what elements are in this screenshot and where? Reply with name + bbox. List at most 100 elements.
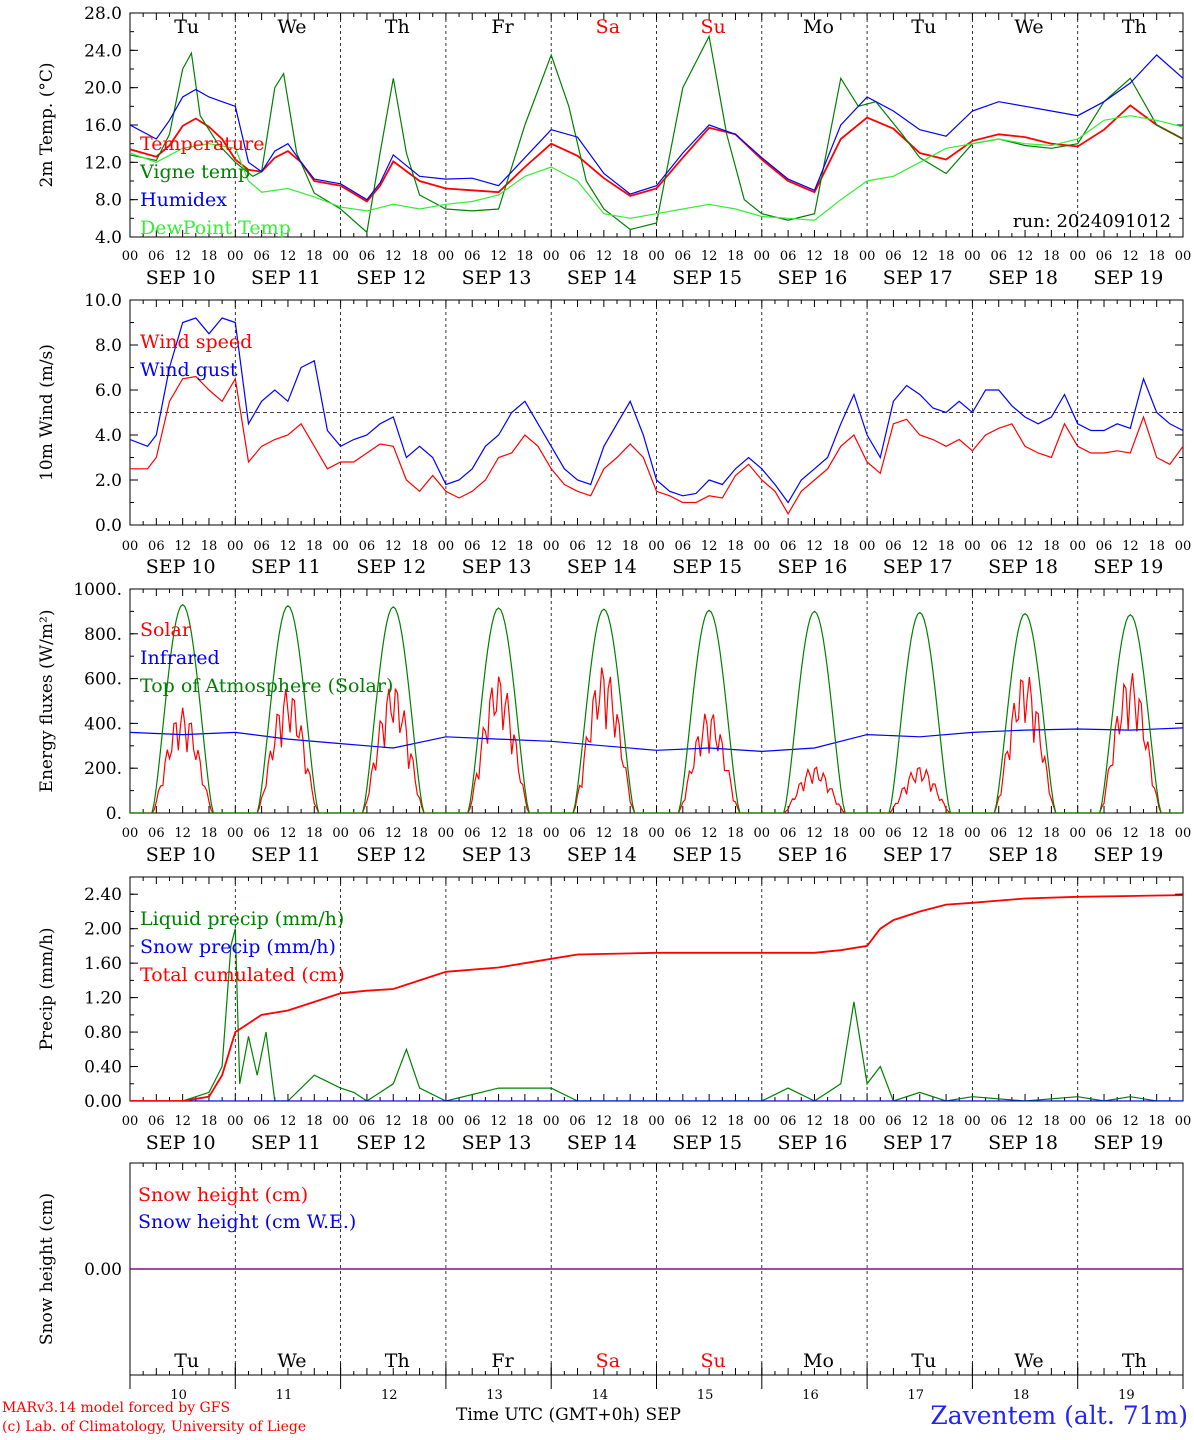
hour-tick-label: 18 bbox=[306, 539, 323, 554]
hour-tick-label: 12 bbox=[911, 249, 928, 264]
hour-tick-label: 18 bbox=[411, 249, 428, 264]
day-label: Su bbox=[701, 16, 726, 38]
day-number-label: 19 bbox=[1118, 1388, 1135, 1403]
y-tick-label: 400. bbox=[84, 714, 122, 734]
hour-tick-label: 00 bbox=[543, 826, 560, 841]
hour-tick-label: 06 bbox=[990, 1114, 1007, 1129]
hour-tick-label: 00 bbox=[1175, 539, 1192, 554]
y-tick-label: 24.0 bbox=[84, 41, 122, 61]
hour-tick-label: 00 bbox=[438, 249, 455, 264]
hour-tick-label: 12 bbox=[490, 826, 507, 841]
hour-tick-label: 06 bbox=[1096, 1114, 1113, 1129]
plot-frame bbox=[129, 588, 1184, 814]
series-line-humidex bbox=[130, 54, 1183, 201]
y-axis-label: Energy fluxes (W/m²) bbox=[37, 610, 57, 793]
y-tick-label: 600. bbox=[84, 670, 122, 690]
legend-entry: Humidex bbox=[140, 189, 227, 211]
hour-tick-label: 00 bbox=[859, 1114, 876, 1129]
hour-tick-label: 18 bbox=[201, 249, 218, 264]
x-axis-time-label: Time UTC (GMT+0h) bbox=[456, 1405, 641, 1425]
hour-tick-label: 00 bbox=[227, 249, 244, 264]
hour-tick-label: 00 bbox=[964, 249, 981, 264]
day-label: Tu bbox=[174, 16, 199, 38]
hour-tick-label: 06 bbox=[148, 1114, 165, 1129]
hour-tick-label: 12 bbox=[1122, 826, 1139, 841]
hour-tick-label: 18 bbox=[1043, 1114, 1060, 1129]
panel-1: 4.0 8.0 12.0 16.0 20.0 24.0 28.0 2m Temp. (°C) T… bbox=[37, 4, 1192, 289]
date-label: SEP 15 bbox=[672, 844, 742, 866]
date-label: SEP 12 bbox=[356, 844, 426, 866]
legend-entry: Snow height (cm W.E.) bbox=[138, 1211, 356, 1233]
x-axis-month-label: SEP bbox=[645, 1405, 681, 1425]
hour-tick-label: 18 bbox=[306, 249, 323, 264]
hour-tick-label: 12 bbox=[174, 1114, 191, 1129]
date-label: SEP 19 bbox=[1093, 1132, 1163, 1154]
hour-tick-label: 18 bbox=[833, 826, 850, 841]
date-label: SEP 15 bbox=[672, 556, 742, 578]
hour-tick-label: 12 bbox=[174, 249, 191, 264]
panel-5: 0.00 Snow height (cm) Snow height (cm) Snow… bbox=[37, 1162, 1184, 1403]
hour-tick-label: 00 bbox=[859, 249, 876, 264]
hour-tick-label: 18 bbox=[411, 826, 428, 841]
hour-tick-label: 18 bbox=[517, 1114, 534, 1129]
hour-tick-label: 18 bbox=[938, 539, 955, 554]
date-label: SEP 10 bbox=[146, 556, 216, 578]
y-tick-label: 4.0 bbox=[95, 426, 122, 446]
hour-tick-label: 12 bbox=[280, 539, 297, 554]
day-number-label: 15 bbox=[697, 1388, 714, 1403]
legend-entry: Snow precip (mm/h) bbox=[140, 936, 336, 958]
hour-tick-label: 00 bbox=[543, 249, 560, 264]
date-label: SEP 11 bbox=[251, 1132, 321, 1154]
hour-tick-label: 18 bbox=[938, 249, 955, 264]
hour-tick-label: 18 bbox=[833, 249, 850, 264]
hour-tick-label: 06 bbox=[569, 826, 586, 841]
hour-tick-label: 12 bbox=[385, 249, 402, 264]
day-label: Mo bbox=[803, 16, 834, 38]
y-tick-label: 10.0 bbox=[84, 291, 122, 311]
date-label: SEP 10 bbox=[146, 267, 216, 289]
hour-tick-label: 18 bbox=[622, 539, 639, 554]
y-tick-label: 2.0 bbox=[95, 471, 122, 491]
legend-entry: Wind speed bbox=[140, 331, 252, 353]
y-tick-label: 800. bbox=[84, 625, 122, 645]
date-label: SEP 10 bbox=[146, 844, 216, 866]
day-number-label: 12 bbox=[381, 1388, 398, 1403]
hour-tick-label: 06 bbox=[569, 249, 586, 264]
hour-tick-label: 12 bbox=[280, 1114, 297, 1129]
y-tick-label: 12.0 bbox=[84, 153, 122, 173]
hour-tick-label: 00 bbox=[543, 1114, 560, 1129]
date-label: SEP 11 bbox=[251, 267, 321, 289]
panel-2: 0.0 2.0 4.0 6.0 8.0 10.0 10m Wind (m/s) Wind sp… bbox=[37, 291, 1191, 578]
hour-tick-label: 00 bbox=[1069, 1114, 1086, 1129]
date-label: SEP 16 bbox=[778, 556, 848, 578]
hour-tick-label: 00 bbox=[438, 539, 455, 554]
day-number-label: 18 bbox=[1013, 1388, 1030, 1403]
hour-tick-label: 06 bbox=[780, 1114, 797, 1129]
footer-credit-1: MARv3.14 model forced by GFS bbox=[2, 1400, 231, 1416]
day-label: Th bbox=[385, 16, 410, 38]
series-line-top-of-atmosphere-solar- bbox=[130, 603, 1183, 813]
hour-tick-label: 06 bbox=[253, 1114, 270, 1129]
hour-tick-label: 18 bbox=[833, 1114, 850, 1129]
legend-entry: Top of Atmosphere (Solar) bbox=[140, 675, 393, 697]
hour-tick-label: 18 bbox=[833, 539, 850, 554]
hour-tick-label: 18 bbox=[938, 826, 955, 841]
date-label: SEP 16 bbox=[778, 1132, 848, 1154]
day-number-label: 17 bbox=[907, 1388, 924, 1403]
legend-entry: Total cumulated (cm) bbox=[140, 964, 345, 986]
hour-tick-label: 00 bbox=[1175, 249, 1192, 264]
hour-tick-label: 00 bbox=[332, 539, 349, 554]
hour-tick-label: 18 bbox=[1148, 249, 1165, 264]
hour-tick-label: 06 bbox=[464, 539, 481, 554]
hour-tick-label: 18 bbox=[622, 1114, 639, 1129]
day-number-label: 10 bbox=[170, 1388, 187, 1403]
hour-tick-label: 00 bbox=[964, 1114, 981, 1129]
date-label: SEP 16 bbox=[778, 267, 848, 289]
hour-tick-label: 12 bbox=[280, 249, 297, 264]
date-label: SEP 19 bbox=[1093, 556, 1163, 578]
hour-tick-label: 00 bbox=[964, 539, 981, 554]
y-axis-label: 2m Temp. (°C) bbox=[37, 62, 57, 187]
y-tick-label: 8.0 bbox=[95, 191, 122, 211]
hour-tick-label: 06 bbox=[148, 539, 165, 554]
hour-tick-label: 00 bbox=[227, 539, 244, 554]
